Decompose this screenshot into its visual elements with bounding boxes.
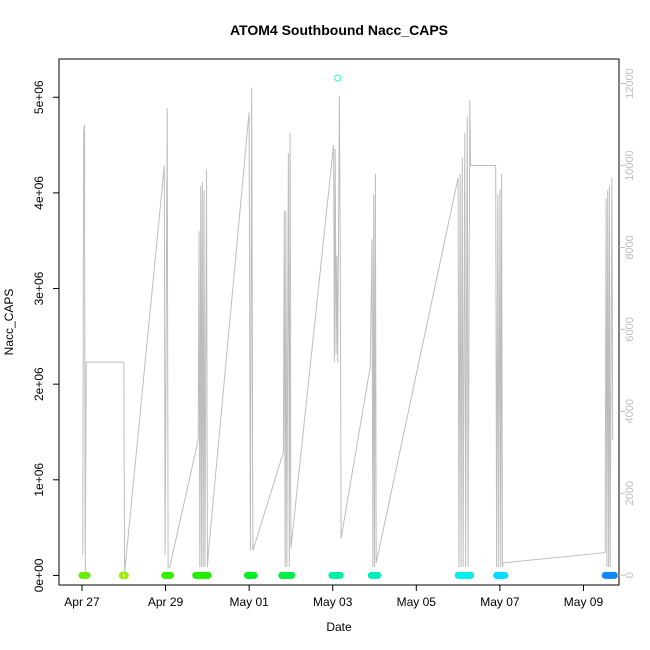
x-tick-label: May 07 bbox=[480, 595, 520, 609]
x-axis-label: Date bbox=[326, 620, 352, 634]
y-tick-label: 2e+06 bbox=[32, 367, 46, 401]
data-point bbox=[204, 571, 212, 579]
secondary-series-line bbox=[82, 87, 614, 574]
y2-tick-label: 4000 bbox=[624, 399, 636, 423]
axes-layer: Apr 27 Apr 29 May 01 May 03 May 05 May 07 May … bbox=[32, 68, 636, 609]
data-point bbox=[167, 571, 175, 579]
y2-tick-label: 2000 bbox=[624, 481, 636, 505]
y2-tick-label: 0 bbox=[624, 572, 636, 578]
data-point bbox=[121, 571, 129, 580]
data-point bbox=[250, 571, 258, 579]
y-tick-label: 0e+00 bbox=[32, 558, 46, 592]
data-point bbox=[336, 571, 344, 579]
data-point bbox=[501, 571, 509, 579]
data-point bbox=[610, 571, 618, 579]
primary-series-layer bbox=[78, 74, 618, 580]
data-point bbox=[83, 571, 91, 579]
x-tick-label: May 03 bbox=[313, 595, 353, 609]
y-tick-label: 1e+06 bbox=[32, 463, 46, 497]
plot-area-border bbox=[58, 58, 620, 586]
y-tick-label: 4e+06 bbox=[32, 176, 46, 210]
outlier-point bbox=[334, 74, 342, 82]
y2-tick-label: 6000 bbox=[624, 317, 636, 341]
x-tick-label: May 05 bbox=[397, 595, 437, 609]
y2-tick-label: 12000 bbox=[624, 68, 636, 99]
y-axis-label: Nacc_CAPS bbox=[2, 289, 16, 356]
x-tick-label: Apr 29 bbox=[148, 595, 184, 609]
y2-tick-label: 10000 bbox=[624, 150, 636, 181]
x-tick-label: Apr 27 bbox=[64, 595, 100, 609]
chart-title: ATOM4 Southbound Nacc_CAPS bbox=[230, 22, 448, 38]
x-tick-label: May 01 bbox=[229, 595, 269, 609]
x-tick-label: May 09 bbox=[564, 595, 604, 609]
secondary-series-layer bbox=[82, 87, 614, 574]
data-point bbox=[374, 571, 382, 579]
y2-tick-label: 8000 bbox=[624, 235, 636, 259]
data-point bbox=[288, 571, 296, 579]
data-point bbox=[467, 571, 475, 579]
y-tick-label: 5e+06 bbox=[32, 80, 46, 114]
y-tick-label: 3e+06 bbox=[32, 271, 46, 305]
